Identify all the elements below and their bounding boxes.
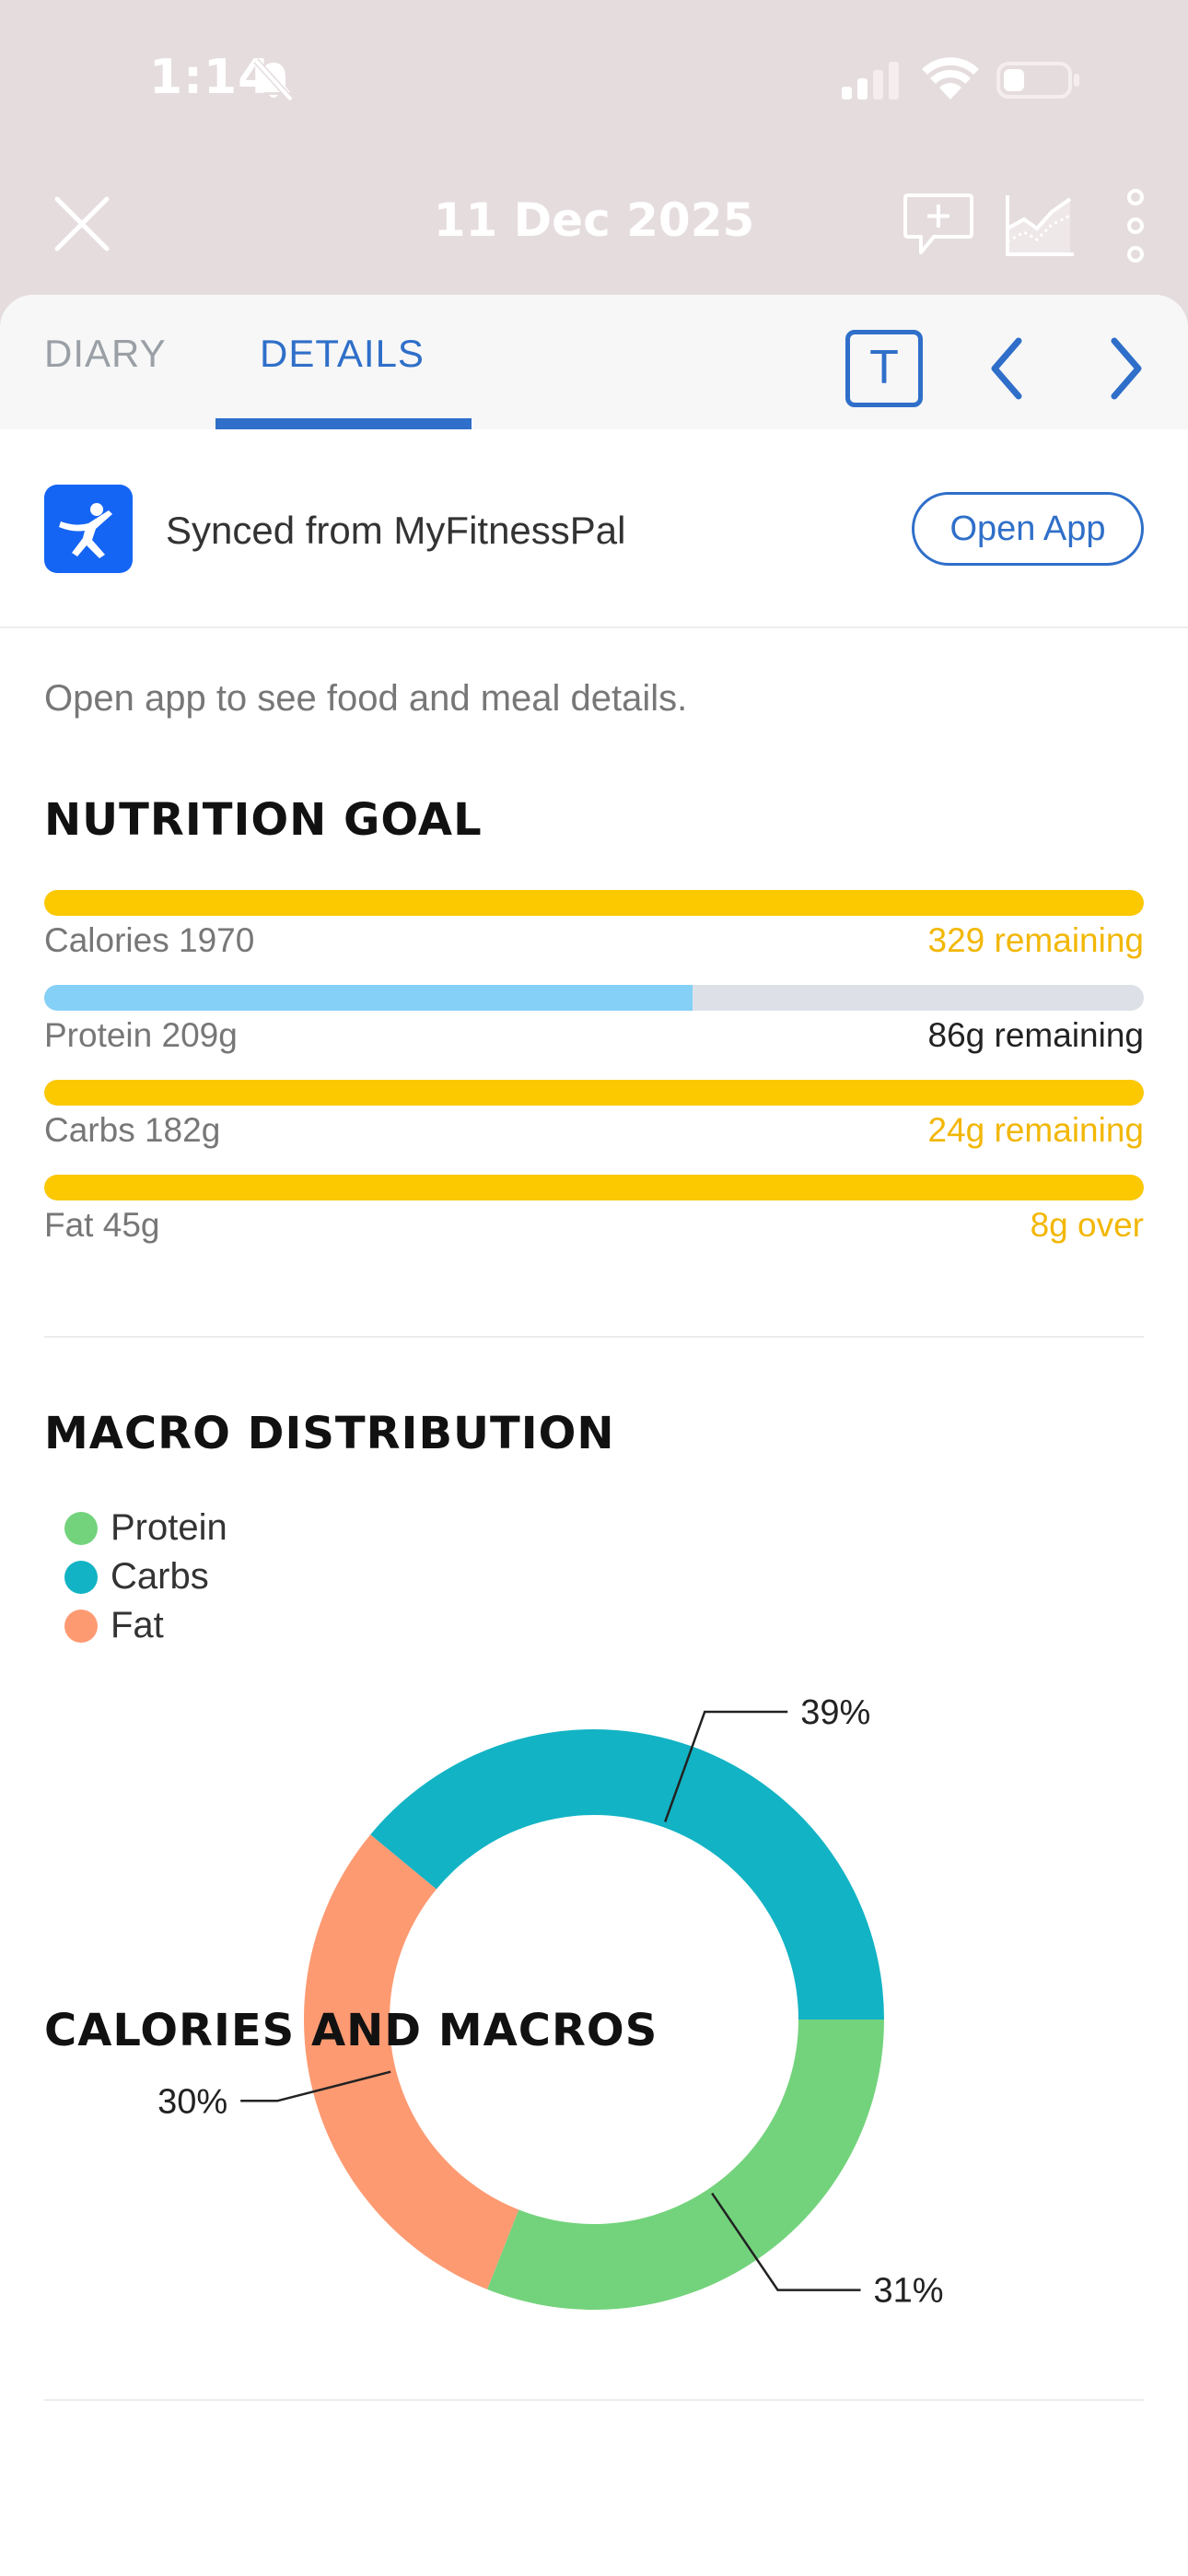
sync-source-text: Synced from MyFitnessPal [166, 509, 626, 552]
goal-progress-bar [44, 985, 1144, 1011]
status-time: 1:14 [149, 50, 273, 105]
donut-data-label: 30% [157, 2082, 227, 2121]
macro-legend: Protein Carbs Fat [64, 1504, 227, 1650]
donut-leader-line [711, 2192, 861, 2291]
details-sheet: DIARY DETAILS T Synced from MyFitnessPal… [0, 295, 1188, 2576]
page-title: 11 Dec 2025 [433, 193, 755, 247]
sync-banner: Synced from MyFitnessPal Open App [0, 429, 1188, 628]
legend-label: Protein [111, 1507, 227, 1548]
donut-slice-fat [303, 1834, 519, 2289]
goal-label: Fat 45g [44, 1206, 160, 1244]
tab-bar: DIARY DETAILS T [0, 295, 1188, 429]
add-comment-icon[interactable] [903, 192, 974, 258]
open-app-button[interactable]: Open App [912, 492, 1144, 566]
section-divider [44, 1336, 1144, 1338]
legend-dot-carbs [64, 1560, 98, 1594]
chart-icon[interactable] [1004, 192, 1076, 258]
donut-data-label: 31% [874, 2272, 944, 2311]
cellular-signal-icon [842, 62, 899, 100]
legend-item-fat: Fat [64, 1601, 227, 1650]
goal-progress-fill [44, 890, 1144, 916]
active-tab-indicator [215, 418, 472, 429]
donut-leader-line [240, 2070, 391, 2102]
chevron-right-icon[interactable] [1103, 332, 1149, 405]
chevron-left-icon[interactable] [984, 332, 1030, 405]
macro-distribution-title: MACRO DISTRIBUTION [44, 1408, 615, 1459]
legend-label: Carbs [111, 1556, 209, 1597]
calories-macros-title: CALORIES AND MACROS [44, 2005, 658, 2056]
goal-progress-fill [44, 985, 693, 1011]
tab-details[interactable]: DETAILS [260, 332, 425, 375]
section-divider [44, 2399, 1144, 2401]
goal-remaining: 24g remaining [927, 1111, 1144, 1149]
open-app-hint: Open app to see food and meal details. [44, 678, 688, 719]
close-icon[interactable] [53, 195, 111, 252]
goal-progress-bar [44, 1080, 1144, 1106]
tab-diary[interactable]: DIARY [44, 332, 167, 375]
goal-progress-fill [44, 1080, 1144, 1106]
text-view-button[interactable]: T [845, 330, 923, 407]
battery-icon [996, 62, 1079, 99]
myfitnesspal-logo [44, 485, 133, 573]
legend-item-protein: Protein [64, 1504, 227, 1552]
goal-progress-bar [44, 890, 1144, 916]
wifi-icon [922, 57, 979, 100]
goal-remaining: 8g over [1030, 1206, 1144, 1244]
legend-item-carbs: Carbs [64, 1552, 227, 1601]
macro-donut-chart: 31% 30% 39% [157, 1693, 944, 2311]
donut-data-label: 39% [800, 1693, 870, 1732]
status-bar: 1:14 [0, 0, 1188, 157]
legend-label: Fat [111, 1605, 164, 1645]
goal-label: Calories 1970 [44, 921, 255, 959]
more-options-icon[interactable] [1122, 188, 1149, 263]
goal-remaining: 86g remaining [927, 1016, 1144, 1054]
donut-slice-carbs [370, 1729, 884, 2020]
donut-leader-line [664, 1710, 788, 1822]
goal-label: Protein 209g [44, 1016, 238, 1054]
nutrition-goal-title: NUTRITION GOAL [44, 794, 483, 846]
silent-bell-icon [253, 58, 294, 102]
legend-dot-fat [64, 1609, 98, 1643]
goal-label: Carbs 182g [44, 1111, 221, 1149]
goal-remaining: 329 remaining [927, 921, 1144, 959]
goal-progress-bar [44, 1175, 1144, 1200]
legend-dot-protein [64, 1511, 98, 1545]
goal-progress-fill [44, 1175, 1144, 1200]
donut-slice-protein [487, 2020, 884, 2310]
